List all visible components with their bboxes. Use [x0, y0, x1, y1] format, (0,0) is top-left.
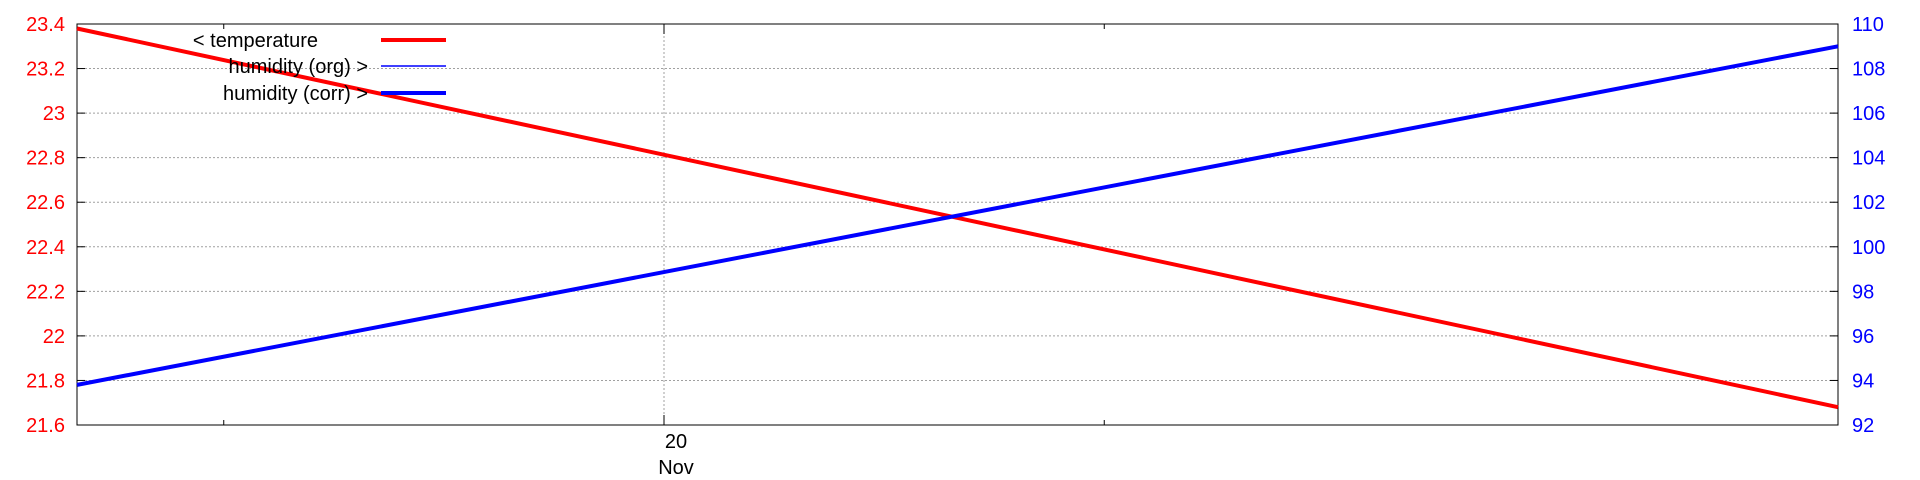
y-right-tick-label: 108: [1852, 59, 1885, 81]
y-right-tick-label: 98: [1852, 281, 1874, 303]
y-right-tick-label: 96: [1852, 326, 1874, 348]
legend-label: < temperature: [193, 30, 318, 52]
y-left-tick-label: 21.6: [26, 415, 65, 437]
series-layer: [76, 26, 1839, 410]
grid-layer: [77, 24, 1838, 425]
y-left-tick-label: 22.4: [26, 237, 65, 259]
legend-label: humidity (corr) >: [223, 83, 368, 105]
y-right-tick-label: 104: [1852, 148, 1885, 170]
y-right-tick-label: 102: [1852, 192, 1885, 214]
y-right-tick-label: 100: [1852, 237, 1885, 259]
ticks-layer: 21.6 21.8 22 22.2 22.4 22.6 22.8 23 23.2 23.4 92 94…: [26, 14, 1885, 479]
x-tick-label-day: 20: [665, 431, 687, 453]
y-left-tick-label: 22: [43, 326, 65, 348]
y-right-tick-label: 92: [1852, 415, 1874, 437]
legend-label: humidity (org) >: [229, 56, 369, 78]
y-left-tick-label: 23.2: [26, 59, 65, 81]
series-line-temperature: [76, 26, 1839, 410]
y-left-tick-label: 22.2: [26, 281, 65, 303]
y-right-tick-label: 106: [1852, 103, 1885, 125]
y-left-tick-label: 22.6: [26, 192, 65, 214]
series-line-humidity-corr: [76, 44, 1839, 387]
y-right-tick-label: 94: [1852, 370, 1874, 392]
x-tick-label-month: Nov: [658, 457, 694, 479]
y-left-tick-label: 23: [43, 103, 65, 125]
plot-frame: [76, 23, 1839, 426]
y-left-tick-label: 23.4: [26, 14, 65, 36]
legend: < temperature humidity (org) > humidity (c…: [193, 30, 446, 105]
y-right-tick-label: 110: [1852, 14, 1884, 36]
y-left-tick-label: 21.8: [26, 370, 65, 392]
y-left-tick-label: 22.8: [26, 148, 65, 170]
